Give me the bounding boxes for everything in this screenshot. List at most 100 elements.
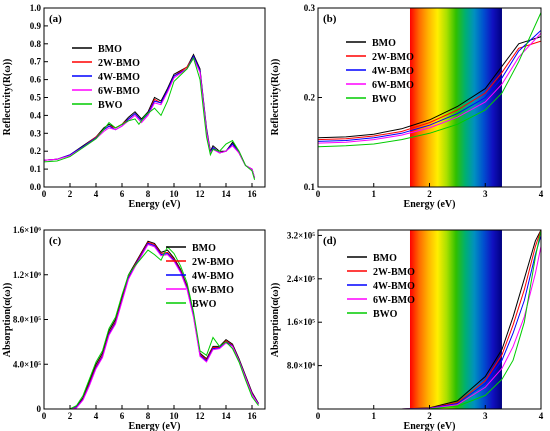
y-tick-label: 0.0 (30, 182, 42, 192)
x-tick-label: 2 (68, 189, 73, 199)
legend-entry: 2W-BMO (372, 52, 414, 63)
legend-entry: BMO (373, 253, 397, 264)
x-tick-label: 2 (427, 189, 432, 199)
x-tick-label: 1 (372, 411, 377, 421)
panel-label: (a) (49, 13, 62, 25)
x-tick-label: 4 (539, 411, 544, 421)
y-tick-label: 2.4×10⁵ (287, 274, 315, 284)
x-tick-label: 4 (539, 189, 544, 199)
y-tick-label: 3.2×10⁵ (287, 230, 315, 240)
x-tick-label: 2 (68, 411, 73, 421)
panel-c: 0 2 4 6 8 10 12 14 16 0 4.0×10⁵ 8.0×10⁵ 1.2×10⁶ 1.6×1… (2, 225, 266, 431)
legend-entry: 4W-BMO (372, 66, 414, 77)
legend-entry: 2W-BMO (373, 267, 415, 278)
panel-label: (b) (323, 13, 337, 25)
legend-entry: BMO (98, 44, 122, 55)
x-tick-label: 8 (146, 411, 151, 421)
panel-label: (c) (49, 235, 62, 247)
legend-entry: 6W-BMO (373, 295, 415, 306)
y-tick-label: 0.6 (30, 75, 42, 85)
x-tick-label: 3 (483, 189, 488, 199)
series-line-2W-BMO (43, 55, 256, 179)
legend-entry: BWO (373, 309, 398, 320)
x-tick-label: 10 (170, 411, 180, 421)
x-tick-label: 16 (248, 189, 258, 199)
legend: BMO 2W-BMO 4W-BMO 6W-BMO BWO (346, 38, 414, 105)
legend-entry: 2W-BMO (98, 58, 140, 69)
y-tick-label: 8.0×10⁴ (287, 361, 315, 371)
x-tick-label: 6 (120, 189, 125, 199)
legend-entry: BWO (192, 299, 217, 310)
x-tick-label: 3 (483, 411, 488, 421)
y-tick-label: 0 (37, 404, 42, 414)
legend-entry: 6W-BMO (192, 285, 234, 296)
y-tick-label: 1.2×10⁶ (13, 270, 41, 280)
legend: BMO 2W-BMO 4W-BMO 6W-BMO BWO (347, 253, 415, 320)
x-tick-label: 0 (42, 411, 47, 421)
x-axis-label: Energy (eV) (404, 199, 456, 210)
y-tick-label: 0.1 (304, 182, 316, 192)
series-line-4W-BMO (317, 30, 542, 142)
series-line-4W-BMO (44, 242, 259, 410)
series-line-2W-BMO (317, 40, 542, 141)
legend-entry: BWO (98, 100, 123, 111)
legend-entry: 6W-BMO (372, 80, 414, 91)
y-tick-label: 0.4 (30, 110, 42, 120)
x-tick-label: 14 (222, 411, 232, 421)
legend-entry: BWO (372, 94, 397, 105)
x-tick-label: 16 (248, 411, 258, 421)
y-tick-label: 0.1 (30, 164, 42, 174)
y-tick-label: 0.2 (304, 93, 316, 103)
x-axis-label: Energy (eV) (404, 421, 456, 431)
panel-label: (d) (323, 235, 337, 247)
y-tick-label: 1.6×10⁶ (13, 225, 41, 235)
x-tick-label: 4 (94, 189, 99, 199)
legend: BMO 2W-BMO 4W-BMO 6W-BMO BWO (72, 44, 140, 111)
x-axis-label: Energy (eV) (129, 199, 181, 210)
x-axis-label: Energy (eV) (129, 421, 181, 431)
y-axis-label: Reflectivity(R(ω)) (270, 59, 281, 136)
y-tick-label: 0.3 (304, 3, 316, 13)
panel-b: 0 1 2 3 4 0.1 0.2 0.3 Energy (eV) Reflectivity(R(… (270, 3, 544, 210)
visible-spectrum-band (409, 230, 502, 409)
series-line-BWO (43, 56, 256, 180)
y-tick-label: 1.6×10⁵ (287, 317, 315, 327)
x-tick-label: 10 (170, 189, 180, 199)
series-line-BMO (44, 240, 259, 410)
series-line-2W-BMO (44, 241, 259, 410)
series-line-4W-BMO (43, 55, 256, 179)
legend-entry: 6W-BMO (98, 86, 140, 97)
series-line-BWO (44, 245, 259, 410)
series-line-BWO (317, 12, 542, 148)
y-tick-label: 0.2 (30, 146, 42, 156)
y-tick-label: 1.0 (30, 3, 42, 13)
x-tick-label: 1 (372, 189, 377, 199)
legend-entry: 4W-BMO (98, 72, 140, 83)
x-tick-label: 0 (316, 189, 321, 199)
legend-entry: 2W-BMO (192, 257, 234, 268)
y-tick-label: 8.0×10⁵ (13, 315, 41, 325)
y-tick-label: 0.3 (30, 128, 42, 138)
series-line-6W-BMO (317, 32, 542, 144)
legend: BMO 2W-BMO 4W-BMO 6W-BMO BWO (166, 243, 234, 310)
y-tick-label: 4.0×10⁵ (13, 359, 41, 369)
x-tick-label: 12 (196, 189, 206, 199)
series-line-6W-BMO (43, 57, 256, 179)
x-tick-label: 8 (146, 189, 151, 199)
x-tick-label: 2 (427, 411, 432, 421)
y-tick-label: 0.9 (30, 21, 42, 31)
x-tick-label: 0 (316, 411, 321, 421)
y-tick-label: 0.8 (30, 39, 42, 49)
series-line-6W-BMO (44, 243, 259, 410)
x-tick-label: 0 (42, 189, 47, 199)
legend-entry: 4W-BMO (373, 281, 415, 292)
legend-entry: BMO (372, 38, 396, 49)
legend-entry: 4W-BMO (192, 271, 234, 282)
x-tick-label: 12 (196, 411, 206, 421)
series-line-BMO (43, 53, 256, 179)
panel-d: 0 1 2 3 4 8.0×10⁴ 1.6×10⁵ 2.4×10⁵ 3.2×10⁵ Energy … (270, 229, 544, 431)
panel-a: 0 2 4 6 8 10 12 14 16 0.0 0.1 0.2 0.3 0.4 0.5 0.6 0.7 0.8… (2, 3, 266, 210)
x-tick-label: 6 (120, 411, 125, 421)
y-tick-label: 0.5 (30, 93, 42, 103)
